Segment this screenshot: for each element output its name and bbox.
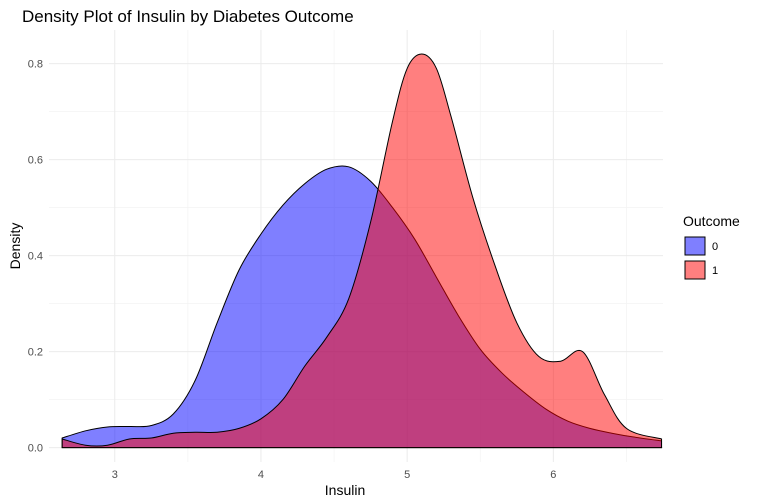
legend-label-0: 0: [712, 241, 718, 253]
legend: Outcome 0 1: [683, 213, 740, 280]
y-tick-label: 0.0: [28, 443, 43, 455]
y-tick-label: 0.6: [28, 155, 43, 167]
density-area-outcome-1: [61, 53, 663, 449]
y-tick-label: 0.8: [28, 59, 43, 71]
y-tick-label: 0.2: [28, 347, 43, 359]
y-axis-title: Density: [7, 223, 23, 270]
density-areas: [61, 53, 663, 449]
legend-swatch-1: [684, 260, 706, 280]
x-tick-label: 6: [550, 469, 556, 481]
legend-title: Outcome: [683, 213, 740, 229]
x-tick-label: 4: [258, 469, 264, 481]
chart-title: Density Plot of Insulin by Diabetes Outc…: [22, 7, 354, 26]
x-axis-title: Insulin: [325, 482, 365, 498]
legend-label-1: 1: [712, 265, 718, 277]
x-tick-label: 3: [112, 469, 118, 481]
x-axis-ticks: 3 4 5 6: [112, 469, 557, 481]
x-tick-label: 5: [404, 469, 410, 481]
legend-swatch-0: [684, 236, 706, 256]
y-axis-ticks: 0.0 0.2 0.4 0.6 0.8: [28, 59, 43, 455]
y-tick-label: 0.4: [28, 251, 43, 263]
